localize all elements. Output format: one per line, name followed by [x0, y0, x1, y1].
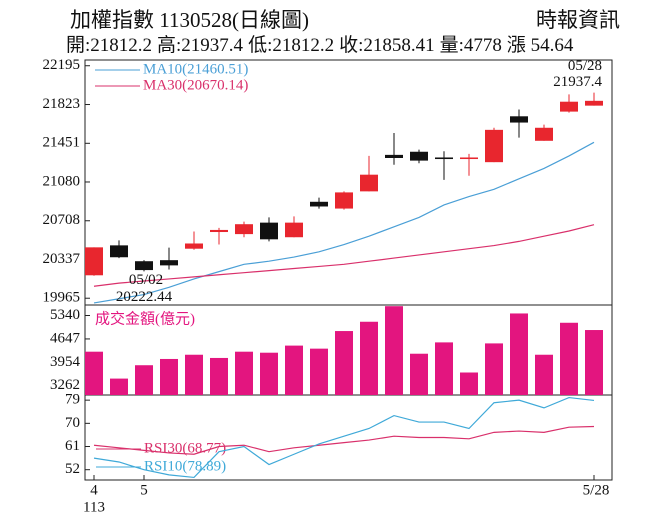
line-series [93, 224, 595, 287]
candle-body [85, 247, 103, 276]
volume-bar [435, 342, 453, 395]
y-tick-label: 19965 [43, 290, 81, 306]
y-tick-label: 61 [65, 438, 80, 454]
volume-bar [460, 372, 478, 395]
line-series [93, 396, 595, 479]
stat: 漲 54.64 [506, 35, 574, 56]
y-tick-label: 20337 [43, 251, 81, 267]
y-tick-label: 21451 [43, 135, 81, 151]
x-tick-label: 5/28 [583, 482, 610, 498]
candle-body [135, 261, 153, 271]
volume-bar [185, 354, 203, 395]
candle-body [560, 101, 578, 112]
y-tick-label: 21823 [43, 96, 81, 112]
volume-bar [410, 353, 428, 395]
volume-bar [260, 352, 278, 395]
candle-body [510, 116, 528, 123]
candle-body [285, 222, 303, 238]
volume-bar [360, 321, 378, 395]
volume-bar [285, 345, 303, 395]
legend-label: RSI30(68.77) [144, 440, 226, 456]
candle-body [310, 201, 328, 207]
candle-body [460, 157, 478, 160]
y-tick-label: 22195 [43, 57, 81, 73]
volume-bar [210, 357, 228, 395]
candle-body [110, 245, 128, 258]
volume-bar [485, 343, 503, 395]
candle-body [335, 192, 353, 209]
volume-bar [585, 330, 603, 395]
candle-body [385, 154, 403, 158]
line-series [93, 141, 595, 304]
volume-bar [510, 313, 528, 395]
volume-bar [560, 322, 578, 395]
volume-bar [135, 365, 153, 395]
volume-bar [385, 306, 403, 395]
volume-bar [235, 351, 253, 395]
candle-body [410, 151, 428, 161]
panel-title: 成交金額(億元) [95, 309, 195, 327]
annotation-date: 05/02 [129, 272, 163, 288]
candle-body [585, 100, 603, 106]
volume-bar [85, 351, 103, 395]
candle-body [210, 229, 228, 233]
volume-bar [110, 378, 128, 395]
candle-body [435, 157, 453, 160]
stat: 低:21812.2 [248, 35, 335, 56]
y-tick-label: 5340 [50, 307, 80, 323]
volume-bar [160, 358, 178, 395]
volume-bar [335, 331, 353, 395]
y-tick-label: 3262 [50, 377, 80, 393]
legend-label: MA10(21460.51) [143, 61, 248, 77]
stat: 量:4778 [439, 35, 502, 56]
legend-label: MA30(20670.14) [143, 77, 248, 93]
y-tick-label: 52 [65, 461, 80, 477]
annotation-date: 05/28 [568, 58, 602, 74]
line-series [93, 425, 595, 455]
volume-bar [310, 348, 328, 395]
candle-body [360, 174, 378, 192]
candle-body [185, 243, 203, 249]
stats-row: 開:21812.2 高:21937.4 低:21812.2 收:21858.41 量:4… [66, 30, 573, 57]
annotation-value: 21937.4 [553, 74, 602, 90]
y-tick-label: 4647 [50, 330, 81, 346]
x-tick-label: 4 [90, 482, 98, 498]
stat: 收:21858.41 [339, 35, 435, 56]
x-tick-label: 5 [140, 482, 148, 498]
legend-label: RSI10(78.89) [144, 458, 226, 474]
annotation-value: 20222.44 [116, 289, 173, 305]
chart-title: 加權指數 1130528(日線圖) [70, 8, 309, 32]
candle-body [160, 260, 178, 266]
y-tick-label: 79 [65, 392, 80, 408]
stat: 高:21937.4 [157, 35, 244, 56]
y-tick-label: 70 [65, 415, 80, 431]
candle-body [235, 224, 253, 235]
candle-body [260, 222, 278, 240]
candle-body [535, 127, 553, 141]
price-panel [84, 59, 613, 306]
candle-body [485, 129, 503, 163]
volume-bar [535, 354, 553, 395]
y-tick-label: 20708 [43, 212, 81, 228]
y-tick-label: 21080 [43, 173, 81, 189]
y-tick-label: 3954 [50, 354, 81, 370]
x-tick-sublabel: 113 [83, 499, 105, 515]
source: 時報資訊 [536, 8, 620, 32]
stat: 開:21812.2 [66, 35, 153, 56]
